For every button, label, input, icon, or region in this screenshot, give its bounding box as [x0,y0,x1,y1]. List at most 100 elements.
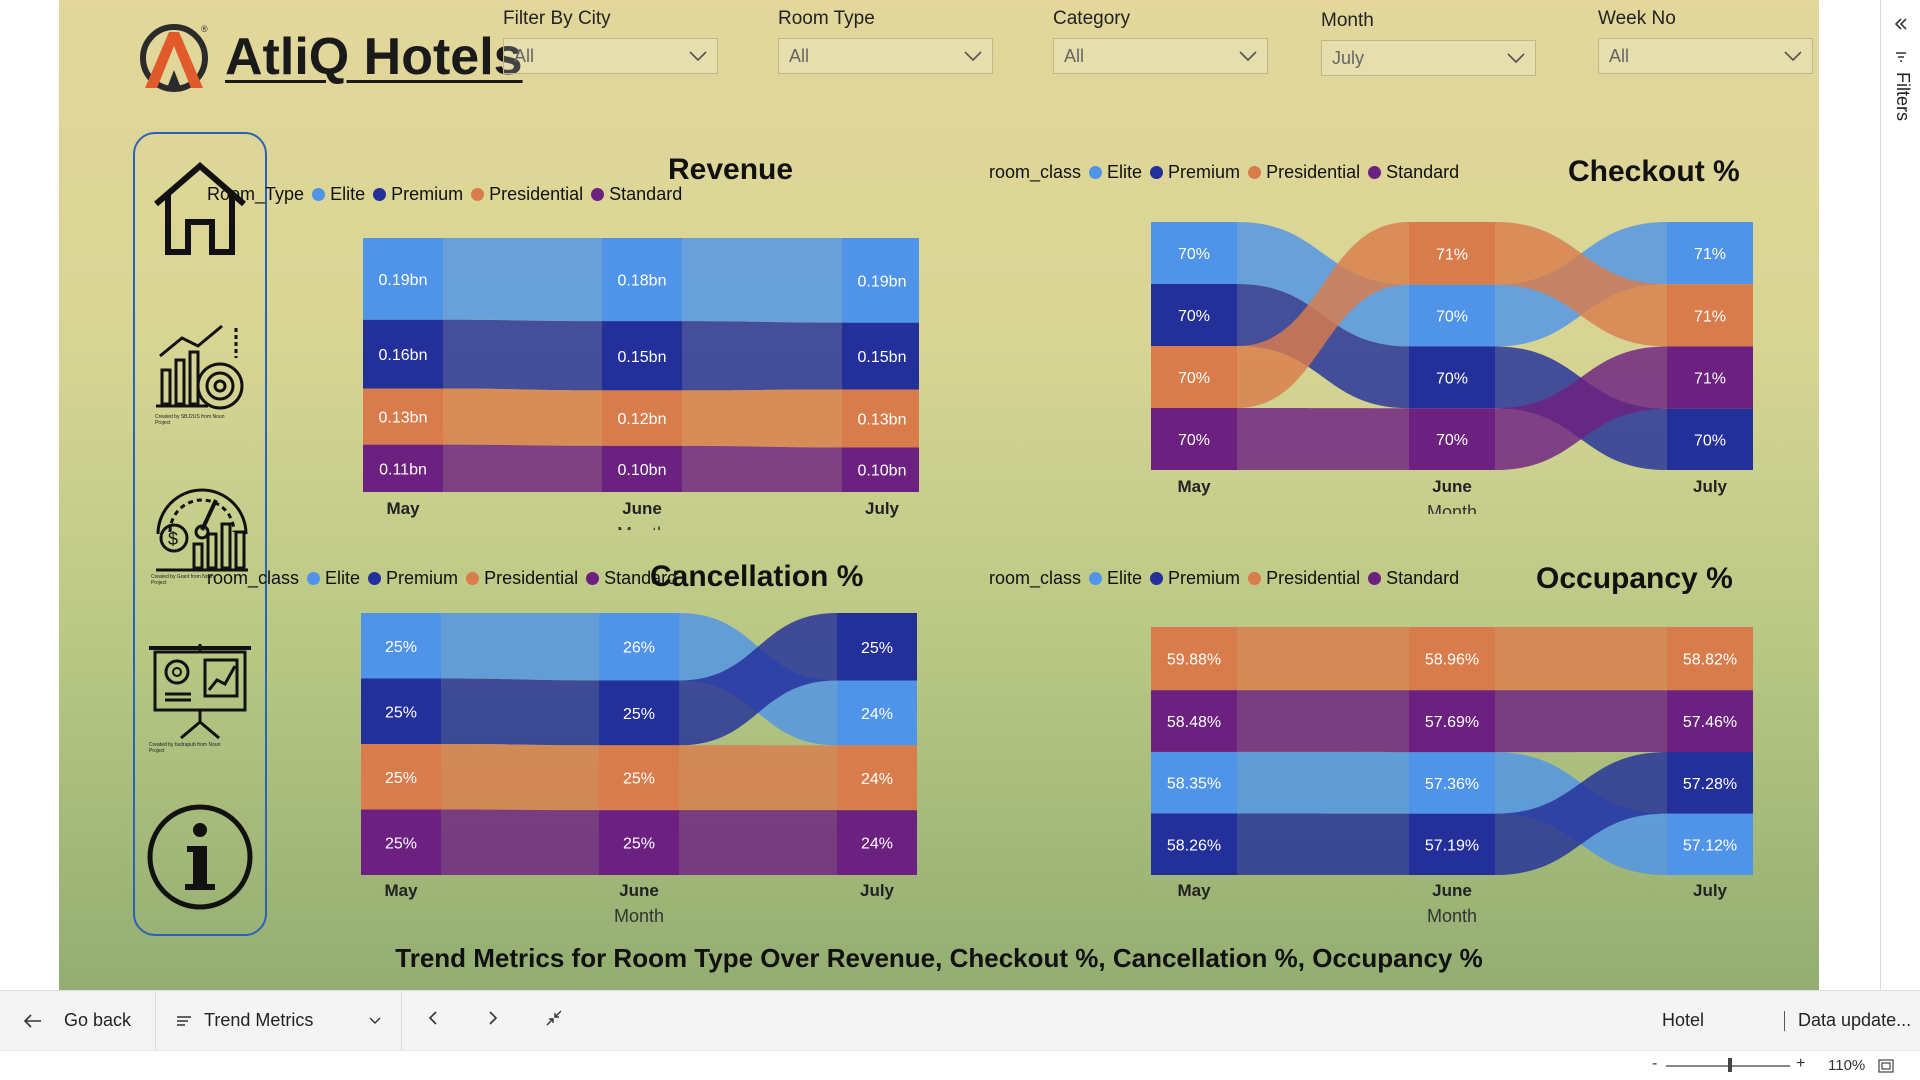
ribbon-premium[interactable] [443,319,602,391]
segment-elite[interactable] [363,238,443,320]
segment-presidential[interactable] [599,745,679,811]
segment-premium[interactable] [1409,813,1495,875]
segment-standard[interactable] [1151,408,1237,470]
segment-elite[interactable] [599,613,679,681]
segment-premium[interactable] [599,680,679,746]
segment-elite[interactable] [361,613,441,679]
segment-presidential[interactable] [1667,627,1753,691]
segment-standard[interactable] [361,809,441,876]
ribbon-presidential[interactable] [1495,222,1667,347]
segment-presidential[interactable] [1667,284,1753,347]
segment-standard[interactable] [1667,690,1753,753]
next-page-button[interactable] [486,1010,500,1031]
ribbon-presidential[interactable] [679,745,837,811]
nav-revenue-button[interactable]: $ Created by Grant from Noun Project [135,474,265,586]
segment-premium[interactable] [1151,813,1237,875]
segment-elite[interactable] [842,238,919,323]
filters-pane-label[interactable]: Filters [1893,72,1913,121]
segment-premium[interactable] [842,322,919,390]
exit-fullscreen-button[interactable] [546,1010,562,1031]
segment-premium[interactable] [1409,346,1495,409]
segment-presidential[interactable] [842,389,919,448]
segment-standard[interactable] [1409,690,1495,753]
ribbon-presidential[interactable] [1237,627,1409,691]
segment-premium[interactable] [602,321,682,391]
ribbon-premium[interactable] [679,613,837,746]
segment-presidential[interactable] [1151,627,1237,691]
segment-elite[interactable] [602,238,682,322]
zoom-out-button[interactable]: - [1652,1055,1658,1072]
filter-category-dropdown[interactable]: All [1053,38,1268,74]
legend-title: Room_Type [207,184,305,204]
segment-standard[interactable] [1667,346,1753,409]
zoom-slider-thumb[interactable] [1728,1058,1732,1072]
segment-premium[interactable] [1151,284,1237,346]
fit-to-page-icon[interactable] [1878,1059,1894,1073]
segment-presidential[interactable] [361,744,441,810]
data-update-status[interactable]: Data update... [1798,991,1911,1050]
ribbon-standard[interactable] [682,445,842,492]
ribbon-premium[interactable] [441,678,599,746]
segment-presidential[interactable] [363,388,443,445]
ribbon-premium[interactable] [1237,813,1409,875]
segment-elite[interactable] [1409,752,1495,814]
segment-elite[interactable] [837,680,917,746]
page-selector[interactable]: Trend Metrics [156,991,403,1050]
ribbon-presidential[interactable] [1495,627,1667,691]
previous-page-button[interactable] [426,1010,440,1031]
ribbon-standard[interactable] [443,444,602,492]
segment-elite[interactable] [1667,222,1753,285]
nav-presentation-button[interactable]: Created by bsdrapub from Noun Project [135,642,265,754]
segment-presidential[interactable] [1151,346,1237,408]
ribbon-standard[interactable] [1237,690,1409,753]
ribbon-standard[interactable] [679,810,837,875]
go-back-button[interactable]: Go back [0,991,157,1050]
segment-standard[interactable] [1151,690,1237,752]
ribbon-standard[interactable] [441,809,599,876]
ribbon-presidential[interactable] [1237,222,1409,408]
ribbon-standard[interactable] [1237,408,1409,470]
ribbon-standard[interactable] [1495,346,1667,470]
segment-standard[interactable] [1409,408,1495,470]
segment-presidential[interactable] [602,390,682,446]
filter-month-dropdown[interactable]: July [1321,40,1536,76]
filter-room-type-dropdown[interactable]: All [778,38,993,74]
ribbon-elite[interactable] [682,238,842,323]
segment-standard[interactable] [363,444,443,492]
ribbon-presidential[interactable] [682,389,842,448]
ribbon-presidential[interactable] [441,744,599,811]
ribbon-elite[interactable] [443,238,602,322]
ribbon-presidential[interactable] [443,388,602,446]
segment-standard[interactable] [599,810,679,875]
nav-info-button[interactable] [135,802,265,912]
segment-premium[interactable] [361,678,441,745]
collapse-pane-icon[interactable] [1893,16,1909,32]
segment-presidential[interactable] [1409,222,1495,285]
segment-standard[interactable] [842,447,919,492]
filter-city-dropdown[interactable]: All [503,38,718,74]
zoom-in-button[interactable]: + [1796,1055,1806,1072]
filter-pane-icon[interactable] [1894,50,1908,64]
filter-week-no-dropdown[interactable]: All [1598,38,1813,74]
segment-standard[interactable] [837,810,917,875]
segment-elite[interactable] [1667,813,1753,875]
segment-premium[interactable] [363,319,443,389]
segment-presidential[interactable] [837,745,917,811]
segment-premium[interactable] [1667,408,1753,470]
workspace-link[interactable]: Hotel [1662,991,1704,1050]
segment-elite[interactable] [1409,284,1495,347]
segment-standard[interactable] [602,445,682,492]
ribbon-elite[interactable] [1237,751,1409,814]
segment-premium[interactable] [1667,752,1753,814]
ribbon-premium[interactable] [682,321,842,391]
ribbon-standard[interactable] [1495,690,1667,753]
segment-elite[interactable] [1151,222,1237,284]
segment-premium[interactable] [837,613,917,681]
data-label: 26% [623,640,655,657]
ribbon-premium[interactable] [1495,752,1667,875]
nav-home-button[interactable] [135,158,265,258]
ribbon-elite[interactable] [441,613,599,681]
segment-elite[interactable] [1151,751,1237,814]
nav-analytics-button[interactable]: Created by SBJ2US from Noun Project [135,318,265,426]
segment-presidential[interactable] [1409,627,1495,691]
